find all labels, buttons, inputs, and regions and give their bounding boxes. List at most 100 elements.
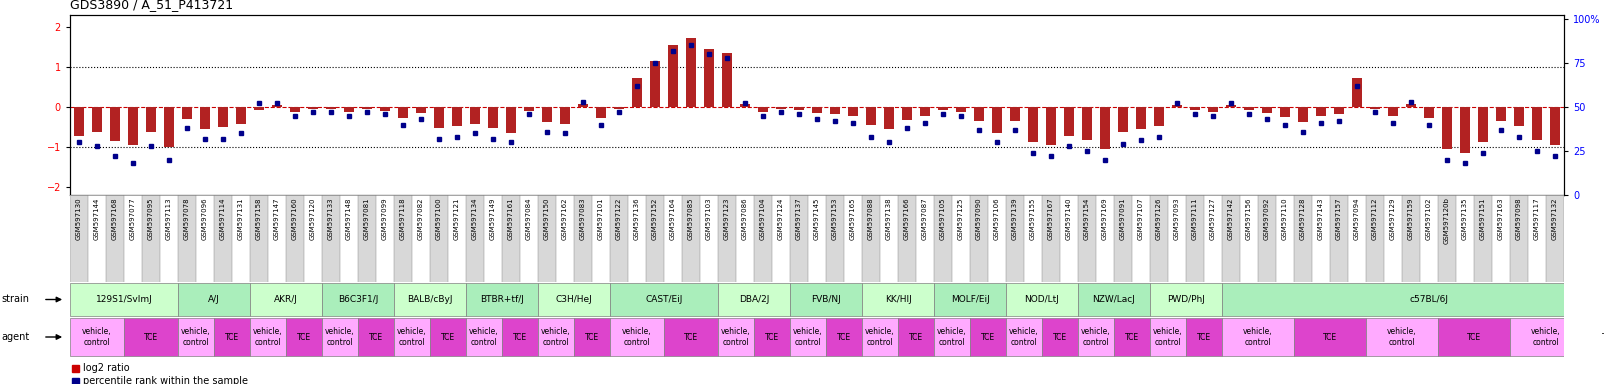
Bar <box>128 107 138 145</box>
Bar <box>218 107 228 127</box>
Bar <box>181 107 192 119</box>
Bar <box>1118 107 1128 132</box>
Bar <box>164 107 173 147</box>
Bar <box>286 195 305 282</box>
Text: GSM597152: GSM597152 <box>651 198 658 240</box>
Bar <box>505 107 516 133</box>
Bar <box>1460 107 1469 153</box>
Bar <box>1407 104 1416 107</box>
Text: GSM597113: GSM597113 <box>165 198 172 240</box>
Bar <box>1115 195 1132 282</box>
FancyBboxPatch shape <box>213 318 250 356</box>
Text: GSM597103: GSM597103 <box>706 198 712 240</box>
Bar <box>1514 107 1524 126</box>
Bar <box>398 107 407 118</box>
Bar <box>1497 107 1506 121</box>
Bar <box>1529 195 1546 282</box>
Text: TCE: TCE <box>441 333 456 341</box>
Bar <box>1370 107 1379 109</box>
Text: GSM597129: GSM597129 <box>1391 198 1395 240</box>
Text: GSM597130: GSM597130 <box>75 198 82 240</box>
Text: GSM597158: GSM597158 <box>257 198 261 240</box>
Bar <box>577 104 589 107</box>
Bar <box>520 195 537 282</box>
Bar <box>250 195 268 282</box>
Text: vehicle,
control: vehicle, control <box>253 327 282 347</box>
Bar <box>111 107 120 141</box>
FancyBboxPatch shape <box>1150 318 1185 356</box>
Text: vehicle,
control: vehicle, control <box>1387 327 1416 347</box>
Bar <box>542 107 552 122</box>
Text: GSM597094: GSM597094 <box>1354 198 1360 240</box>
Text: BTBR+tf/J: BTBR+tf/J <box>480 295 525 304</box>
FancyBboxPatch shape <box>71 283 178 316</box>
Bar <box>956 107 966 112</box>
Bar <box>560 107 569 124</box>
Bar <box>380 107 390 111</box>
Bar <box>1442 107 1452 149</box>
Bar <box>236 107 245 124</box>
Text: GSM597112: GSM597112 <box>1371 198 1378 240</box>
Text: GSM597120: GSM597120 <box>310 198 316 240</box>
Text: GSM597126: GSM597126 <box>1156 198 1161 240</box>
Text: vehicle,
control: vehicle, control <box>1243 327 1274 347</box>
Text: vehicle,
control: vehicle, control <box>722 327 751 347</box>
Text: GSM597104: GSM597104 <box>760 198 767 240</box>
Bar <box>1277 195 1294 282</box>
Bar <box>921 107 930 116</box>
Bar <box>1474 195 1492 282</box>
FancyBboxPatch shape <box>574 318 610 356</box>
Bar <box>988 195 1006 282</box>
FancyBboxPatch shape <box>178 283 250 316</box>
Text: GSM597091: GSM597091 <box>1120 198 1126 240</box>
Bar <box>72 378 79 384</box>
Text: vehicle,
control: vehicle, control <box>937 327 967 347</box>
Bar <box>1532 107 1541 140</box>
FancyBboxPatch shape <box>1222 318 1294 356</box>
FancyBboxPatch shape <box>1150 283 1222 316</box>
Bar <box>253 107 265 110</box>
Text: TCE: TCE <box>837 333 852 341</box>
Bar <box>305 195 322 282</box>
Text: GSM597149: GSM597149 <box>489 198 496 240</box>
Text: percentile rank within the sample: percentile rank within the sample <box>83 376 249 384</box>
Bar <box>610 195 629 282</box>
Text: TCE: TCE <box>513 333 528 341</box>
FancyBboxPatch shape <box>178 318 213 356</box>
FancyBboxPatch shape <box>754 318 791 356</box>
Text: GSM597128: GSM597128 <box>1299 198 1306 240</box>
Text: TCE: TCE <box>683 333 698 341</box>
Text: GSM597125: GSM597125 <box>958 198 964 240</box>
Bar <box>1100 107 1110 149</box>
Text: c57BL/6J: c57BL/6J <box>1410 295 1448 304</box>
Bar <box>938 107 948 110</box>
Text: GSM597105: GSM597105 <box>940 198 946 240</box>
Bar <box>1023 195 1043 282</box>
Bar <box>1063 107 1075 136</box>
FancyBboxPatch shape <box>467 283 537 316</box>
Bar <box>1168 195 1185 282</box>
Text: GSM597084: GSM597084 <box>526 198 533 240</box>
Bar <box>124 195 143 282</box>
Bar <box>467 195 484 282</box>
FancyBboxPatch shape <box>898 318 934 356</box>
Bar <box>1312 195 1330 282</box>
Bar <box>1258 195 1277 282</box>
FancyBboxPatch shape <box>502 318 537 356</box>
Text: GSM597145: GSM597145 <box>813 198 820 240</box>
Text: GSM597095: GSM597095 <box>148 198 154 240</box>
Bar <box>1222 195 1240 282</box>
Text: TCE: TCE <box>585 333 598 341</box>
Text: GSM597110: GSM597110 <box>1282 198 1288 240</box>
Bar <box>881 195 898 282</box>
Text: GSM597134: GSM597134 <box>472 198 478 240</box>
Text: GSM597143: GSM597143 <box>1318 198 1323 240</box>
Bar <box>1262 107 1272 113</box>
Bar <box>1096 195 1115 282</box>
Bar <box>754 195 772 282</box>
Text: vehicle,
control: vehicle, control <box>794 327 823 347</box>
Text: GSM597082: GSM597082 <box>419 198 423 240</box>
Text: BALB/cByJ: BALB/cByJ <box>407 295 452 304</box>
Bar <box>1028 107 1038 142</box>
Text: TCE: TCE <box>1468 333 1480 341</box>
